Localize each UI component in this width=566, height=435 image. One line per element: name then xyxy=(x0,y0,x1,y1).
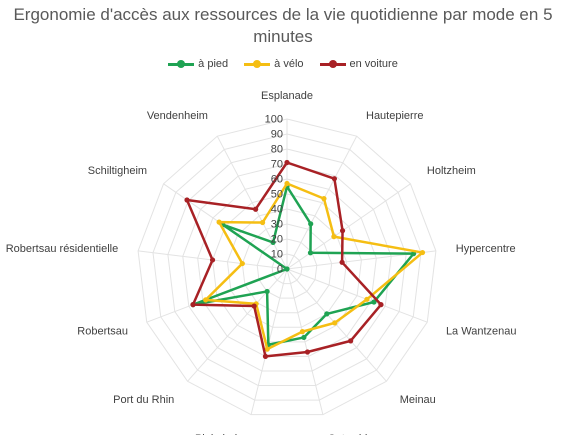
category-label: Vendenheim xyxy=(147,110,208,122)
data-point xyxy=(260,219,266,226)
data-point xyxy=(378,302,384,308)
category-label: La Wantzenau xyxy=(446,326,517,338)
legend-item: à vélo xyxy=(244,58,304,70)
data-point xyxy=(364,296,370,302)
legend-swatch xyxy=(319,59,346,69)
radar-series xyxy=(184,159,426,359)
data-point xyxy=(324,311,330,317)
category-label: Ostwald xyxy=(328,433,368,435)
data-point xyxy=(209,257,216,263)
grid-spoke xyxy=(286,135,358,270)
category-label: Holtzheim xyxy=(427,165,476,177)
data-point xyxy=(348,338,354,344)
data-point xyxy=(253,206,259,212)
data-point xyxy=(262,353,269,359)
category-label: Port du Rhin xyxy=(113,394,174,406)
grid-ring xyxy=(152,133,422,401)
category-label: Hypercentre xyxy=(456,243,516,255)
grid-spoke xyxy=(187,268,288,382)
data-point xyxy=(339,228,346,234)
series-line xyxy=(185,161,383,358)
chart-title: Ergonomie d'accès aux ressources de la v… xyxy=(13,5,553,46)
data-point xyxy=(284,266,290,272)
legend-item: en voiture xyxy=(319,58,398,70)
grid-ring xyxy=(167,148,407,387)
series-line xyxy=(191,185,415,346)
data-point xyxy=(184,197,190,203)
axis-tick-label: 0 xyxy=(277,264,283,276)
category-label: Esplanade xyxy=(261,90,313,102)
legend-label: à pied xyxy=(198,58,229,70)
data-point xyxy=(304,349,311,355)
axis-tick-label: 60 xyxy=(271,174,283,186)
axis-tick-label: 80 xyxy=(271,144,283,156)
data-point xyxy=(264,288,270,295)
data-point xyxy=(203,297,209,303)
grid-spoke xyxy=(216,135,288,270)
series-line xyxy=(204,182,424,351)
category-label: Plobsheim xyxy=(195,433,246,435)
data-point xyxy=(239,260,245,267)
grid-spoke xyxy=(286,268,428,323)
data-point xyxy=(270,239,276,246)
data-point xyxy=(301,334,307,341)
data-point xyxy=(339,259,345,265)
axis-tick-label: 70 xyxy=(271,159,283,171)
axis-tick-label: 50 xyxy=(271,189,283,201)
grid-spoke xyxy=(286,268,324,415)
data-point xyxy=(284,180,290,187)
data-point xyxy=(216,219,222,225)
grid-ring xyxy=(226,208,348,328)
category-label: Meinau xyxy=(400,394,436,406)
data-point xyxy=(331,234,337,240)
category-label: Robertsau xyxy=(77,326,128,338)
axis-tick-label: 100 xyxy=(265,114,283,126)
data-point xyxy=(251,303,257,309)
grid-ring xyxy=(241,223,333,314)
data-point xyxy=(308,221,314,227)
data-point xyxy=(332,320,338,326)
legend: à pied à vélo en voiture xyxy=(0,58,566,70)
axis-tick-label: 40 xyxy=(271,204,283,216)
category-label: Robertsau résidentielle xyxy=(6,243,119,255)
axis-tick-label: 20 xyxy=(271,234,283,246)
data-point xyxy=(190,302,196,308)
radar-labels: 0 10 20 30 40 50 60 70 80 90 100 Esplanade Hautepier… xyxy=(6,90,517,435)
legend-label: à vélo xyxy=(274,58,304,70)
data-point xyxy=(419,249,426,256)
data-point xyxy=(299,329,306,335)
axis-tick-label: 30 xyxy=(271,219,283,231)
data-point xyxy=(307,250,314,256)
legend-label: en voiture xyxy=(349,58,398,70)
data-point xyxy=(264,346,270,352)
grid-spoke xyxy=(286,268,387,382)
data-point xyxy=(321,196,327,202)
category-label: Hautepierre xyxy=(366,110,423,122)
category-label: Schiltigheim xyxy=(88,165,147,177)
axis-tick-label: 90 xyxy=(271,129,283,141)
legend-swatch xyxy=(168,59,195,69)
legend-item: à pied xyxy=(168,58,228,70)
grid-ring xyxy=(137,118,437,416)
grid-ring xyxy=(182,163,392,372)
data-point xyxy=(284,159,290,166)
grid-ring xyxy=(197,178,377,357)
data-point xyxy=(371,299,377,305)
grid-spoke xyxy=(286,183,411,270)
data-point xyxy=(331,176,338,182)
legend-swatch xyxy=(244,59,271,69)
axis-tick-label: 10 xyxy=(271,249,283,261)
